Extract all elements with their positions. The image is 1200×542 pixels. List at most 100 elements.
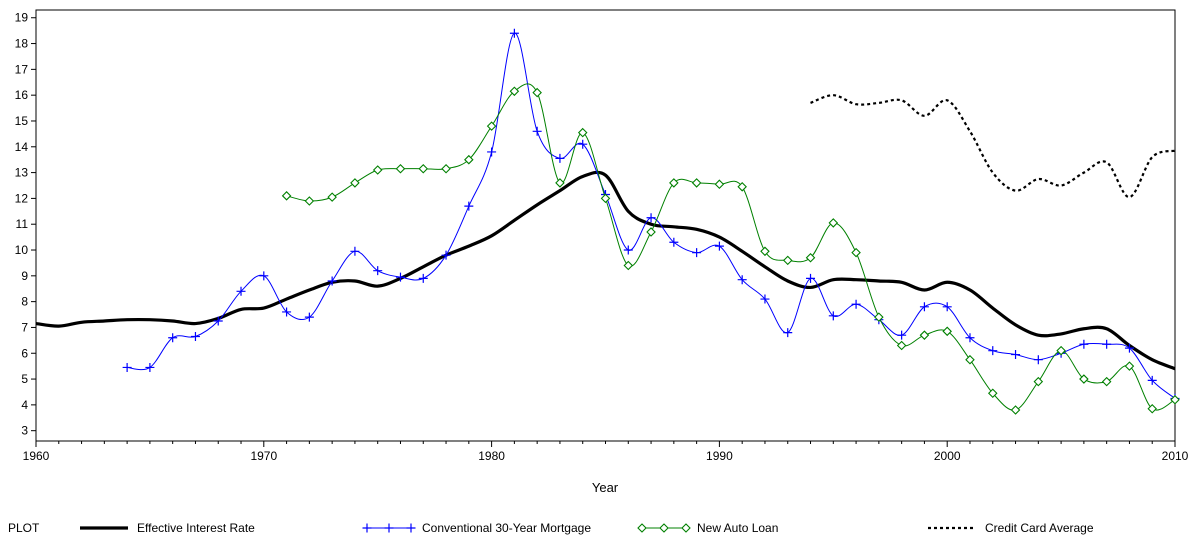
- x-tick-label: 1970: [250, 449, 277, 463]
- data-point-diamond-marker: [714, 179, 725, 189]
- series-line: [35, 170, 1176, 371]
- data-point-diamond-marker: [372, 165, 383, 175]
- x-tick-label: 1960: [23, 449, 50, 463]
- data-point-diamond-marker: [1124, 361, 1135, 371]
- data-point-diamond-marker: [669, 178, 679, 188]
- data-point-plus-marker: [327, 276, 337, 286]
- data-point-diamond-marker: [874, 312, 884, 322]
- data-point-plus-marker: [783, 328, 793, 338]
- data-point-diamond-marker: [782, 255, 793, 266]
- legend-item: Conventional 30-Year Mortgage: [362, 521, 591, 535]
- data-point-plus-marker: [897, 330, 907, 340]
- series-line: [810, 94, 1176, 199]
- y-tick-label: 15: [15, 114, 29, 128]
- series-3: [281, 83, 1180, 415]
- data-point-plus-marker: [145, 362, 155, 372]
- data-point-diamond-marker: [646, 227, 656, 237]
- legend-label: Effective Interest Rate: [137, 521, 255, 535]
- data-point-plus-marker: [384, 523, 394, 533]
- x-tick-label: 2010: [1162, 449, 1189, 463]
- data-point-plus-marker: [1033, 355, 1043, 365]
- data-point-plus-marker: [737, 275, 747, 285]
- data-point-plus-marker: [1147, 375, 1157, 385]
- legend: PLOT Effective Interest Rate Conventional…: [8, 521, 1094, 535]
- x-tick-label: 2000: [934, 449, 961, 463]
- y-tick-label: 4: [21, 398, 28, 412]
- data-point-plus-marker: [828, 311, 838, 321]
- data-point-diamond-marker: [464, 154, 474, 165]
- data-point-plus-marker: [190, 331, 200, 341]
- data-point-diamond-marker: [851, 247, 861, 258]
- data-point-plus-marker: [122, 362, 132, 372]
- y-tick-label: 17: [15, 62, 29, 76]
- data-point-diamond-marker: [760, 246, 770, 257]
- data-point-diamond-marker: [919, 330, 930, 340]
- data-point-plus-marker: [623, 245, 633, 255]
- data-point-plus-marker: [236, 286, 246, 296]
- data-point-plus-marker: [464, 201, 474, 211]
- data-point-diamond-marker: [1010, 405, 1021, 415]
- data-point-diamond-marker: [1056, 345, 1066, 356]
- data-point-diamond-marker: [691, 178, 702, 188]
- data-point-diamond-marker: [395, 163, 406, 174]
- legend-item: Effective Interest Rate: [80, 521, 255, 535]
- data-point-plus-marker: [168, 333, 178, 343]
- data-point-diamond-marker: [637, 523, 647, 533]
- data-point-plus-marker: [692, 248, 702, 258]
- data-point-diamond-marker: [942, 326, 952, 337]
- legend-item: New Auto Loan: [637, 521, 778, 535]
- y-tick-label: 14: [15, 140, 29, 154]
- data-point-diamond-marker: [623, 260, 634, 271]
- data-point-diamond-marker: [681, 523, 691, 533]
- legend-title: PLOT: [8, 521, 40, 535]
- y-tick-label: 18: [15, 37, 29, 51]
- data-point-plus-marker: [669, 237, 679, 247]
- y-tick-label: 9: [21, 269, 28, 283]
- series-2: [122, 28, 1180, 403]
- data-point-diamond-marker: [805, 252, 816, 263]
- data-point-plus-marker: [851, 299, 861, 309]
- data-point-plus-marker: [714, 241, 724, 251]
- data-point-plus-marker: [965, 333, 975, 343]
- data-point-plus-marker: [259, 271, 269, 281]
- data-point-plus-marker: [406, 523, 416, 533]
- data-point-plus-marker: [304, 312, 314, 322]
- data-point-diamond-marker: [509, 86, 520, 97]
- data-point-diamond-marker: [1033, 376, 1044, 387]
- y-tick-label: 6: [21, 346, 28, 360]
- data-point-plus-marker: [1079, 339, 1089, 349]
- data-point-plus-marker: [373, 266, 383, 276]
- series-line: [127, 32, 1176, 399]
- data-point-diamond-marker: [965, 354, 975, 365]
- x-tick-label: 1990: [706, 449, 733, 463]
- data-point-plus-marker: [395, 272, 405, 282]
- y-tick-label: 8: [21, 295, 28, 309]
- x-axis-title: Year: [592, 480, 619, 495]
- y-tick-label: 10: [15, 243, 29, 257]
- legend-label: Credit Card Average: [985, 521, 1094, 535]
- y-tick-label: 3: [21, 424, 28, 438]
- y-tick-label: 13: [15, 166, 29, 180]
- data-point-diamond-marker: [1101, 376, 1112, 387]
- data-point-plus-marker: [441, 250, 451, 260]
- series-layer: [35, 28, 1180, 415]
- data-point-plus-marker: [555, 153, 565, 163]
- data-point-diamond-marker: [1170, 394, 1180, 405]
- data-point-plus-marker: [350, 246, 360, 256]
- data-point-plus-marker: [1011, 350, 1021, 360]
- data-point-diamond-marker: [418, 163, 429, 174]
- data-point-diamond-marker: [600, 193, 611, 204]
- data-point-diamond-marker: [350, 178, 360, 188]
- data-point-diamond-marker: [281, 191, 292, 201]
- data-point-diamond-marker: [828, 218, 839, 228]
- x-axis: 1960 1970 1980 1990 2000 2010: [23, 441, 1189, 463]
- series-1: [35, 170, 1176, 371]
- data-point-plus-marker: [988, 346, 998, 356]
- legend-label: Conventional 30-Year Mortgage: [422, 521, 591, 535]
- series-4: [810, 94, 1176, 199]
- data-point-plus-marker: [362, 523, 372, 533]
- data-point-plus-marker: [919, 302, 929, 312]
- data-point-diamond-marker: [532, 87, 542, 98]
- data-point-diamond-marker: [555, 178, 565, 188]
